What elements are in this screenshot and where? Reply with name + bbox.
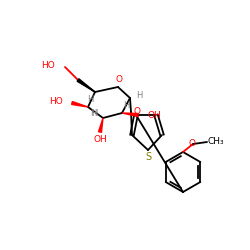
Text: H: H (136, 92, 142, 100)
Text: H: H (123, 102, 129, 110)
Text: S: S (145, 152, 151, 162)
Polygon shape (122, 113, 138, 116)
Text: OH: OH (93, 136, 107, 144)
Polygon shape (77, 79, 95, 92)
Text: H: H (90, 108, 96, 118)
Text: OH: OH (147, 110, 161, 120)
Polygon shape (72, 102, 88, 107)
Text: H: H (91, 108, 97, 118)
Polygon shape (98, 118, 103, 132)
Text: O: O (116, 76, 122, 84)
Text: H: H (87, 94, 93, 104)
Text: O: O (134, 108, 140, 116)
Text: CH₃: CH₃ (208, 138, 224, 146)
Text: HO: HO (41, 60, 55, 70)
Text: HO: HO (49, 98, 63, 106)
Text: O: O (188, 138, 196, 147)
